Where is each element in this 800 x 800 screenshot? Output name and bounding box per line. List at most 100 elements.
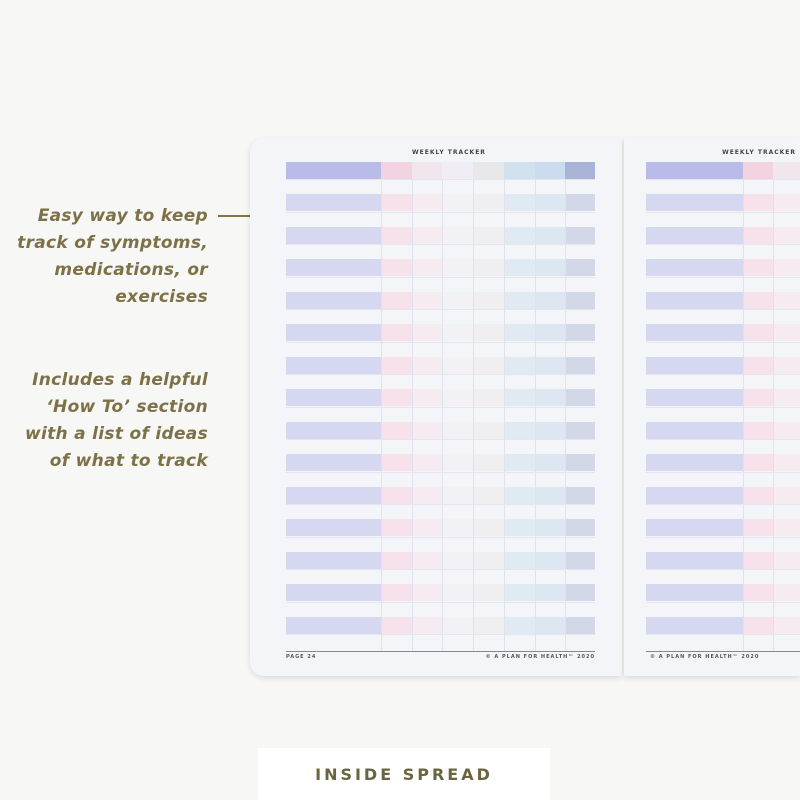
tracker-cell [535, 194, 565, 211]
tracker-cell [473, 194, 504, 211]
tracker-cell [504, 389, 535, 406]
tracker-cell [286, 356, 381, 374]
tracker-cell [473, 259, 504, 276]
grid-line [646, 309, 800, 310]
header-cell [743, 162, 773, 179]
tracker-cell [535, 551, 565, 569]
tracker-cell [473, 389, 504, 406]
grid-line [646, 439, 800, 440]
tracker-cell [504, 356, 535, 374]
header-cell [504, 162, 535, 179]
tracker-cell [743, 194, 773, 211]
notebook-left-page: WEEKLY TRACKER PAGE 24 © A PLAN FOR HEAL… [250, 138, 622, 676]
tracker-cell [535, 519, 565, 536]
tracker-cell [412, 356, 442, 374]
grid-line [646, 569, 800, 570]
tracker-cell [473, 551, 504, 569]
grid-line [286, 244, 595, 245]
grid-line [442, 179, 443, 651]
badge-text: INSIDE SPREAD [315, 764, 493, 784]
grid-line [286, 309, 595, 310]
grid-line [773, 179, 774, 651]
grid-line [646, 406, 800, 408]
tracker-cell [442, 259, 473, 276]
tracker-cell [743, 356, 773, 374]
header-cell [286, 162, 381, 179]
tracker-cell [381, 616, 412, 634]
tracker-cell [565, 194, 595, 211]
page-title: WEEKLY TRACKER [412, 149, 486, 156]
tracker-cell [412, 194, 442, 211]
grid-line [646, 504, 800, 505]
tracker-cell [743, 519, 773, 536]
callout-line: of what to track [49, 451, 208, 471]
tracker-cell [412, 519, 442, 536]
tracker-cell [286, 389, 381, 406]
grid-line [286, 211, 595, 213]
tracker-cell [646, 519, 743, 536]
tracker-cell [381, 551, 412, 569]
tracker-cell [743, 389, 773, 406]
tracker-cell [565, 356, 595, 374]
grid-line [646, 179, 800, 180]
tracker-cell [565, 486, 595, 504]
tracker-cell [646, 551, 743, 569]
tracker-cell [646, 259, 743, 276]
tracker-cell [442, 486, 473, 504]
tracker-cell [743, 551, 773, 569]
page-number: PAGE 24 [286, 654, 317, 660]
tracker-cell [773, 584, 800, 601]
grid-line [646, 276, 800, 278]
tracker-cell [286, 616, 381, 634]
grid-line [286, 276, 595, 278]
header-cell [442, 162, 473, 179]
tracker-cell [412, 454, 442, 471]
grid-line [646, 374, 800, 375]
tracker-cell [442, 616, 473, 634]
tracker-cell [286, 291, 381, 309]
tracker-cell [381, 421, 412, 439]
tracker-cell [286, 584, 381, 601]
tracker-cell [773, 519, 800, 536]
header-cell [381, 162, 412, 179]
grid-line [646, 601, 800, 603]
tracker-cell [646, 389, 743, 406]
tracker-cell [743, 226, 773, 244]
tracker-cell [286, 551, 381, 569]
tracker-cell [381, 519, 412, 536]
grid-line [646, 244, 800, 245]
tracker-cell [504, 486, 535, 504]
tracker-cell [381, 324, 412, 341]
grid-line [743, 179, 744, 651]
tracker-cell [504, 259, 535, 276]
tracker-cell [535, 454, 565, 471]
tracker-cell [286, 194, 381, 211]
tracker-cell [565, 616, 595, 634]
copyright: © A PLAN FOR HEALTH™ 2020 [650, 654, 760, 660]
tracker-cell [442, 226, 473, 244]
header-cell [773, 162, 800, 179]
tracker-cell [565, 551, 595, 569]
tracker-cell [442, 519, 473, 536]
tracker-cell [773, 616, 800, 634]
tracker-cell [535, 389, 565, 406]
tracker-cell [565, 584, 595, 601]
tracker-cell [442, 454, 473, 471]
tracker-cell [473, 226, 504, 244]
page-title: WEEKLY TRACKER [722, 149, 796, 156]
tracker-cell [646, 584, 743, 601]
tracker-cell [743, 486, 773, 504]
tracker-cell [565, 389, 595, 406]
tracker-cell [286, 226, 381, 244]
tracker-cell [412, 584, 442, 601]
footer-rule [646, 651, 800, 652]
tracker-cell [743, 421, 773, 439]
tracker-cell [646, 324, 743, 341]
tracker-cell [381, 356, 412, 374]
callout-line: Includes a helpful [32, 370, 208, 390]
tracker-cell [504, 551, 535, 569]
tracker-cell [381, 259, 412, 276]
footer-rule [286, 651, 595, 652]
tracker-cell [412, 259, 442, 276]
tracker-cell [286, 324, 381, 341]
